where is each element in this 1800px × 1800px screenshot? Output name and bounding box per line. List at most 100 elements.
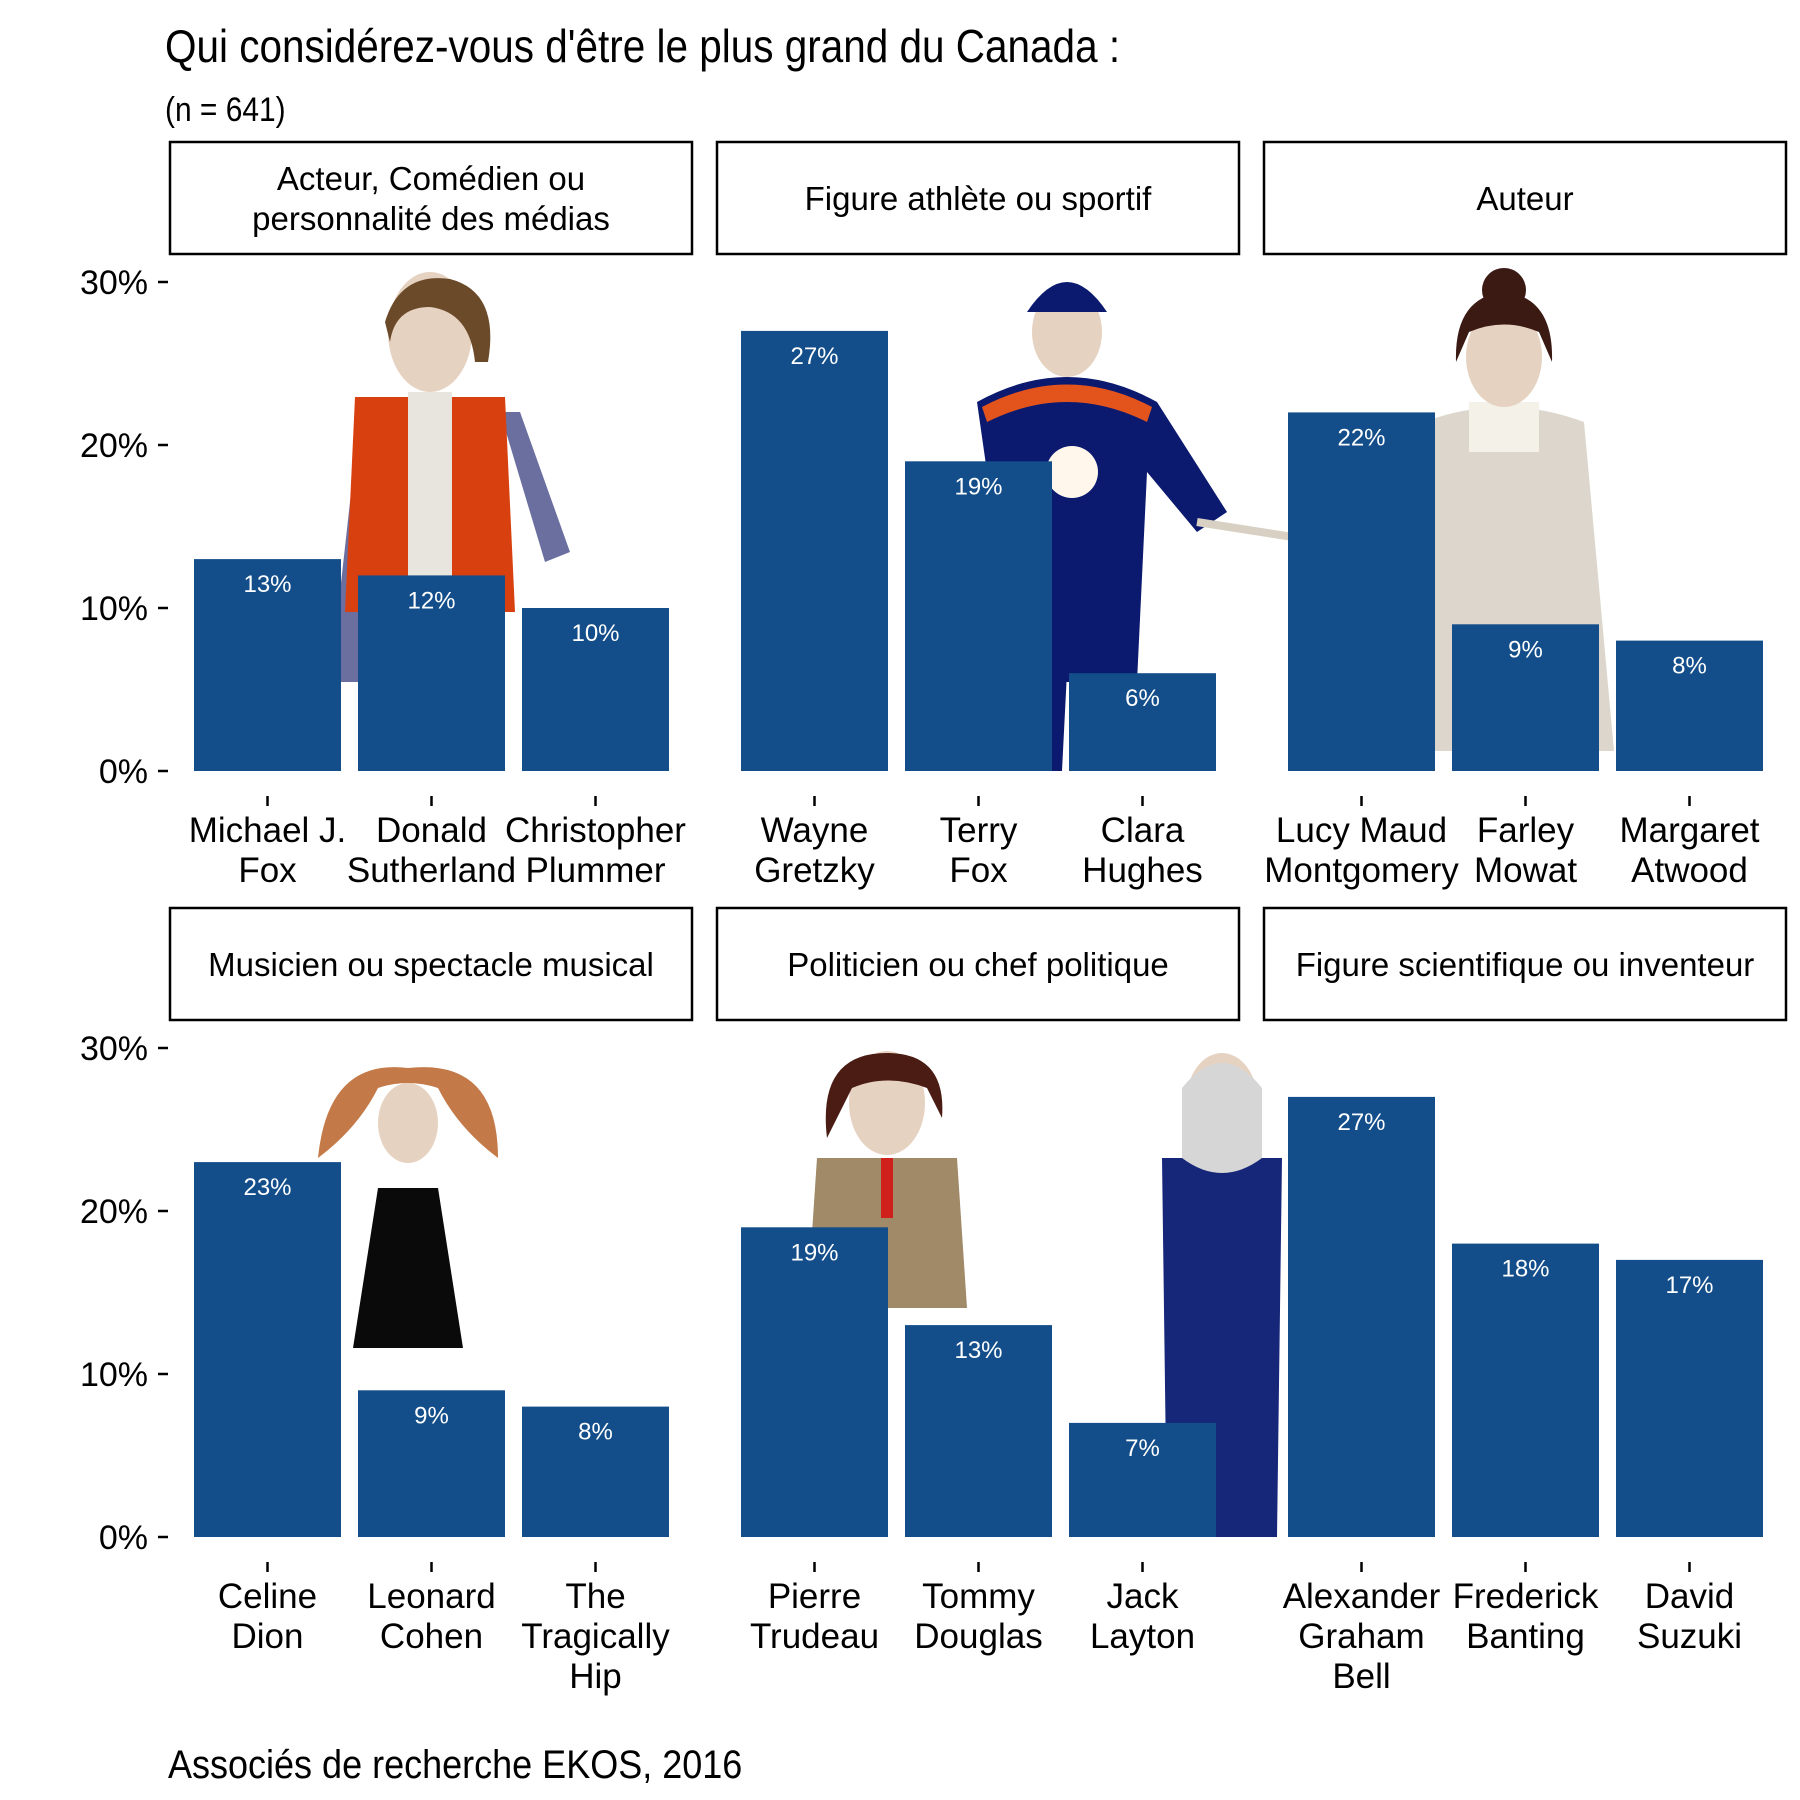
facet-strip [1262,140,1788,256]
x-tick-label: Layton [1090,1617,1195,1656]
x-tick-label: Margaret [1619,811,1759,850]
bar-value-label: 13% [954,1337,1002,1364]
bar [1452,624,1599,771]
bar [1069,1422,1216,1537]
x-tick-label: Cohen [380,1617,483,1656]
bar-value-label: 18% [1501,1256,1549,1283]
bar-value-label: 23% [243,1174,291,1201]
facet-strip [168,140,694,256]
y-tick-label: 20% [80,1193,148,1231]
x-tick-label: Michael J. [189,811,347,850]
facet-panel-5: Politicien ou chef politique 19% PierreTru… [715,906,1282,1656]
x-tick-label: Montgomery [1264,851,1459,890]
x-tick-label: Hughes [1082,851,1203,890]
bar [522,608,669,771]
bar [1069,673,1216,771]
facet-panel-4: Musicien ou spectacle musical 0% 10% 20% 30%… [80,906,694,1696]
x-tick-label: Fox [238,851,297,890]
x-tick-label: Celine [218,1577,317,1616]
singer-figure [318,1067,498,1348]
facet-panel-6: Figure scientifique ou inventeur 27% Alexa… [1262,906,1788,1696]
x-tick-label: Clara [1101,811,1185,850]
facet-strip [168,906,694,1022]
bar-value-label: 8% [578,1419,613,1446]
bar-value-label: 19% [790,1239,838,1266]
x-tick-label: Douglas [914,1617,1042,1656]
x-tick-label: David [1645,1577,1734,1616]
x-tick-label: Frederick [1453,1577,1599,1616]
bar-value-label: 22% [1337,424,1385,451]
bar [358,575,505,771]
y-tick-label: 10% [80,1356,148,1394]
bar [1452,1243,1599,1537]
bar [358,1390,505,1537]
x-tick-label: Mowat [1474,851,1577,890]
facet-strip-label: Musicien ou spectacle musical [208,946,654,983]
y-tick-label: 0% [99,753,148,791]
bar-value-label: 9% [1508,636,1543,663]
x-tick-label: Banting [1466,1617,1585,1656]
bar [905,461,1052,771]
facet-strip-label: Figure scientifique ou inventeur [1296,946,1755,983]
bar [741,330,888,771]
chart-title: Qui considérez-vous d'être le plus grand… [165,20,1121,72]
bar-value-label: 27% [790,343,838,370]
bar [1288,1096,1435,1537]
bar [1616,640,1763,771]
bar [522,1406,669,1537]
x-tick-label: Terry [940,811,1018,850]
bar-value-label: 6% [1125,685,1160,712]
x-tick-label: Suzuki [1637,1617,1742,1656]
facet-strip-label: Politicien ou chef politique [787,946,1169,983]
x-tick-label: Atwood [1631,851,1748,890]
x-tick-label: Sutherland [347,851,516,890]
x-tick-label: Gretzky [754,851,875,890]
bar [194,559,341,771]
chart-subtitle: (n = 641) [165,91,286,129]
x-tick-label: Fox [949,851,1008,890]
y-tick-label: 30% [80,264,148,302]
bar-value-label: 7% [1125,1435,1160,1462]
facet-strip [715,906,1241,1022]
x-tick-label: Graham [1298,1617,1424,1656]
actor-figure [330,272,570,682]
bar-value-label: 13% [243,571,291,598]
bar-value-label: 17% [1665,1272,1713,1299]
bar-value-label: 8% [1672,653,1707,680]
y-tick-label: 0% [99,1519,148,1557]
x-tick-label: Farley [1477,811,1575,850]
bar-value-label: 19% [954,473,1002,500]
x-tick-label: Tragically [521,1617,670,1656]
x-tick-label: Jack [1107,1577,1179,1616]
bar [741,1227,888,1537]
x-tick-label: Wayne [761,811,869,850]
chart-caption: Associés de recherche EKOS, 2016 [168,1743,743,1787]
x-tick-label: The [565,1577,625,1616]
facet-strip-label: Auteur [1476,180,1573,217]
bar [905,1325,1052,1537]
x-tick-label: Donald [376,811,487,850]
x-tick-label: Christopher [505,811,686,850]
facet-strip [715,140,1241,256]
bar-value-label: 9% [414,1402,449,1429]
y-tick-label: 30% [80,1030,148,1068]
x-tick-label: Hip [569,1657,622,1696]
x-tick-label: Tommy [922,1577,1035,1616]
x-tick-label: Pierre [768,1577,861,1616]
x-tick-label: Bell [1332,1657,1390,1696]
x-tick-label: Trudeau [750,1617,879,1656]
x-tick-label: Dion [232,1617,304,1656]
x-tick-label: Alexander [1283,1577,1441,1616]
bar [1288,412,1435,771]
facet-strip-label: Figure athlète ou sportif [805,180,1153,217]
bar [194,1162,341,1537]
facet-strip-label: Acteur, Comédien ou [277,160,585,197]
facet-strip-label: personnalité des médias [252,200,610,237]
x-tick-label: Leonard [367,1577,495,1616]
facet-panel-2: Figure athlète ou sportif 27% WayneGretzky… [715,140,1358,890]
y-tick-label: 20% [80,427,148,465]
bar-value-label: 10% [571,620,619,647]
